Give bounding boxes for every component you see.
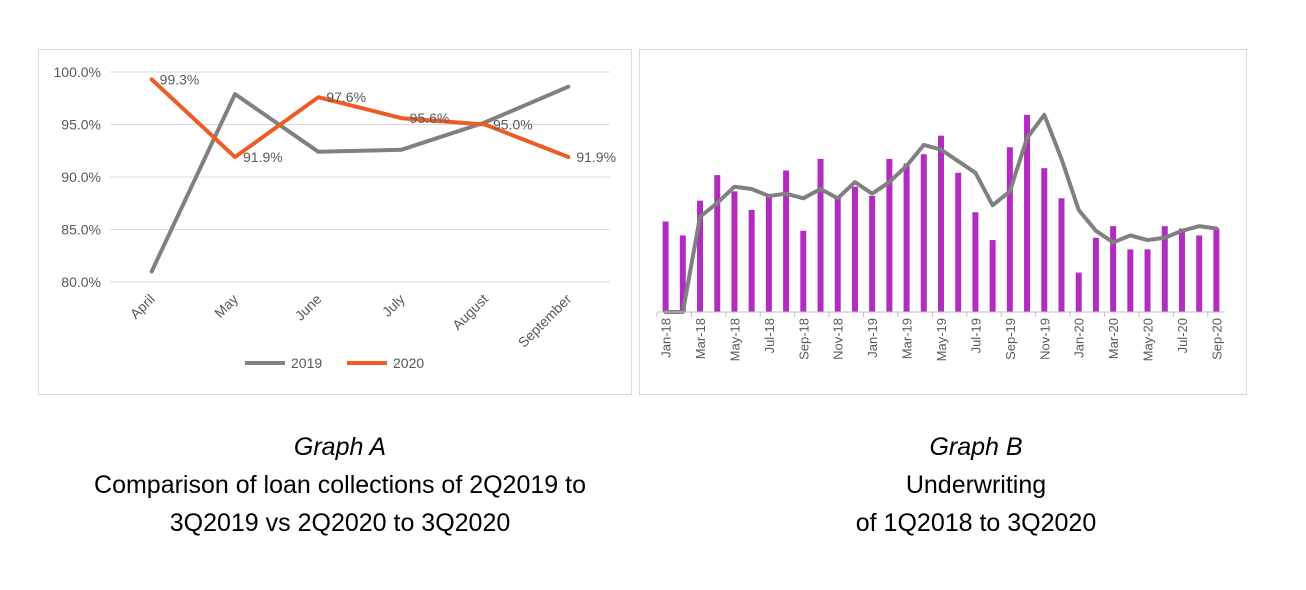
x-tick-label: Nov-18 [831, 318, 846, 360]
y-tick-label: 95.0% [61, 117, 101, 133]
bar [679, 235, 686, 312]
bar [1024, 114, 1031, 312]
x-tick-label: May [211, 291, 241, 321]
graph-a-caption-title: Graph A [293, 433, 387, 461]
bar [851, 186, 858, 312]
graph-b-caption: Graph B Underwriting of 1Q2018 to 3Q2020 [676, 428, 1276, 542]
data-label: 91.9% [576, 149, 616, 165]
bar [903, 163, 910, 312]
x-tick-label: Mar-20 [1106, 318, 1121, 359]
legend-label: 2020 [393, 355, 424, 371]
data-label: 91.9% [243, 149, 283, 165]
graph-a-caption-line1: Comparison of loan collections of 2Q2019… [94, 471, 586, 499]
data-point-2020 [483, 123, 487, 126]
bar [817, 158, 824, 312]
x-tick-label: Jul-18 [762, 318, 777, 353]
series-line-2019 [149, 84, 571, 274]
graph-a-chart: 100.0% 95.0% 90.0% 85.0% 80.0% April May June Ju… [54, 64, 617, 371]
bar [1196, 235, 1203, 312]
bar [1058, 198, 1065, 312]
trend-line [663, 112, 1219, 314]
bar [1041, 168, 1048, 312]
graph-b-caption-line2: of 1Q2018 to 3Q2020 [855, 509, 1097, 537]
data-point-2020 [233, 155, 237, 159]
x-tick-label: May-20 [1141, 318, 1156, 361]
graph-b-panel: Jan-18 Mar-18 May-18 Jul-18 Sep-18 Nov-18 Jan-… [639, 49, 1247, 395]
bar [955, 172, 962, 312]
y-tick-label: 100.0% [54, 64, 101, 80]
graph-a-panel: 100.0% 95.0% 90.0% 85.0% 80.0% April May June Ju… [38, 49, 632, 395]
x-tick-label: April [127, 291, 158, 322]
data-label: 95.0% [493, 117, 533, 133]
y-tick-label: 80.0% [61, 274, 101, 290]
bar [886, 158, 893, 312]
x-tick-label: May-19 [934, 318, 949, 361]
y-tick-label: 90.0% [61, 169, 101, 185]
x-tick-label: July [379, 291, 408, 320]
bar [662, 221, 669, 312]
x-tick-label: Jul-20 [1175, 318, 1190, 353]
x-tick-label: August [449, 291, 491, 333]
x-tick-label: June [292, 291, 325, 324]
data-label: 95.6% [410, 110, 450, 126]
x-tick-label: Jan-18 [659, 318, 674, 358]
x-tick-label: Jul-19 [968, 318, 983, 353]
data-label: 99.3% [160, 71, 200, 87]
bar [714, 175, 721, 312]
x-tick-label: May-18 [727, 318, 742, 361]
bar [783, 170, 790, 312]
data-point-2020 [150, 77, 154, 81]
data-point-2020 [566, 155, 570, 159]
x-tick-label: Nov-19 [1037, 318, 1052, 360]
y-tick-label: 85.0% [61, 222, 101, 238]
bar [869, 196, 876, 312]
x-tick-label: Jan-20 [1072, 318, 1087, 358]
bar [920, 154, 927, 312]
x-tick-label: Mar-19 [900, 318, 915, 359]
graph-b-caption-line1: Underwriting [905, 471, 1047, 499]
graph-b-caption-title: Graph B [929, 433, 1023, 461]
series-line-2020 [149, 77, 571, 160]
x-tick-label: Sep-19 [1003, 318, 1018, 360]
legend-label: 2019 [291, 355, 322, 371]
graph-a-caption-line2: 3Q2019 vs 2Q2020 to 3Q2020 [169, 509, 511, 537]
data-point-2019 [400, 148, 404, 152]
x-tick-label: Sep-20 [1209, 318, 1224, 360]
x-tick-label: Sep-18 [796, 318, 811, 360]
bar [1178, 228, 1185, 312]
bar [765, 196, 772, 312]
data-point-2020 [400, 116, 404, 120]
graph-a-caption: Graph A Comparison of loan collections o… [40, 428, 640, 542]
x-tick-label: Mar-18 [693, 318, 708, 359]
bar [1213, 228, 1220, 312]
bar [748, 209, 755, 312]
data-point-2019 [566, 85, 570, 89]
bar [1161, 226, 1168, 312]
x-tick-label: September [515, 291, 575, 351]
data-point-2019 [316, 150, 320, 154]
bar [1006, 147, 1013, 312]
bar [1092, 237, 1099, 312]
bar [731, 191, 738, 312]
x-tick-label: Jan-19 [865, 318, 880, 358]
bar [938, 135, 944, 312]
bar [1127, 249, 1134, 312]
data-point-2019 [233, 92, 237, 96]
bar [834, 196, 841, 312]
data-label: 97.6% [326, 89, 366, 105]
data-point-2020 [316, 95, 320, 99]
bar [1075, 272, 1082, 312]
bar [800, 230, 807, 312]
bar [1144, 249, 1151, 312]
bar [972, 212, 979, 312]
bar [989, 240, 996, 312]
data-point-2019 [150, 270, 154, 273]
bar [1110, 226, 1117, 312]
bar [697, 200, 704, 312]
graph-b-chart: Jan-18 Mar-18 May-18 Jul-18 Sep-18 Nov-18 Jan-… [656, 112, 1225, 361]
